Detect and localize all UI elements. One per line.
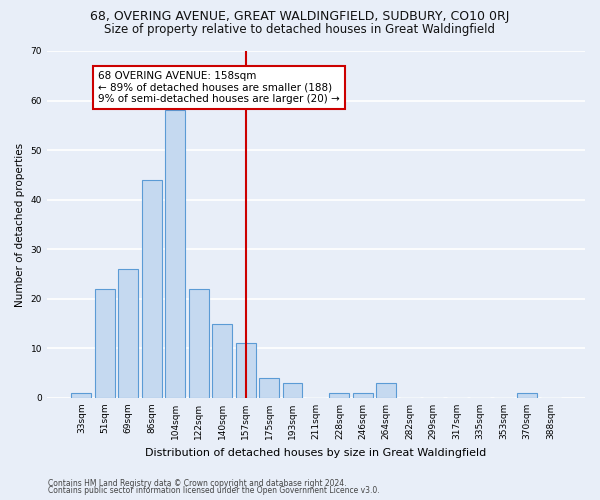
Bar — [376, 383, 397, 398]
Bar — [353, 393, 373, 398]
Bar — [95, 289, 115, 398]
Bar — [212, 324, 232, 398]
Bar — [236, 344, 256, 398]
Text: Size of property relative to detached houses in Great Waldingfield: Size of property relative to detached ho… — [104, 22, 496, 36]
Bar — [71, 393, 91, 398]
Text: 68, OVERING AVENUE, GREAT WALDINGFIELD, SUDBURY, CO10 0RJ: 68, OVERING AVENUE, GREAT WALDINGFIELD, … — [91, 10, 509, 23]
Bar — [329, 393, 349, 398]
Text: 68 OVERING AVENUE: 158sqm
← 89% of detached houses are smaller (188)
9% of semi-: 68 OVERING AVENUE: 158sqm ← 89% of detac… — [98, 71, 340, 104]
Text: Contains public sector information licensed under the Open Government Licence v3: Contains public sector information licen… — [48, 486, 380, 495]
Bar — [142, 180, 162, 398]
Bar — [259, 378, 279, 398]
Bar — [165, 110, 185, 398]
X-axis label: Distribution of detached houses by size in Great Waldingfield: Distribution of detached houses by size … — [145, 448, 487, 458]
Bar — [188, 289, 209, 398]
Bar — [517, 393, 537, 398]
Y-axis label: Number of detached properties: Number of detached properties — [15, 142, 25, 306]
Bar — [118, 269, 138, 398]
Bar — [283, 383, 302, 398]
Text: Contains HM Land Registry data © Crown copyright and database right 2024.: Contains HM Land Registry data © Crown c… — [48, 478, 347, 488]
